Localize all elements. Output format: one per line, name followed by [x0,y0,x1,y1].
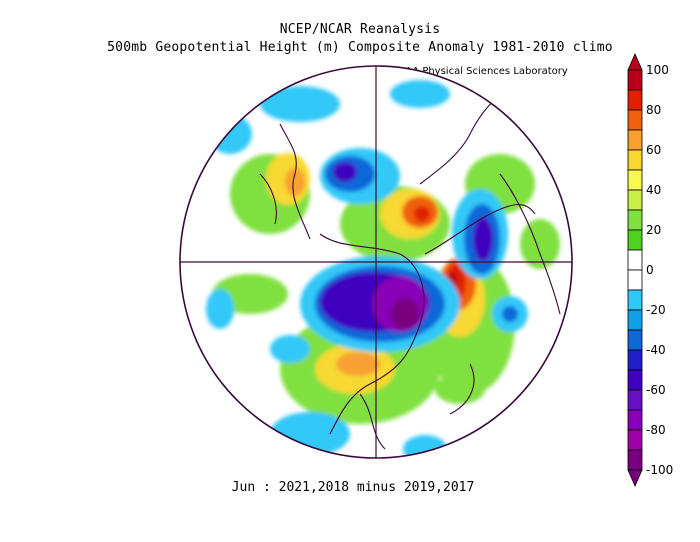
colorbar-tick-label: -80 [646,423,666,437]
anomaly-field [206,80,560,458]
colorbar-tick-label: 40 [646,183,661,197]
colorbar-swatches [627,53,643,487]
colorbar-tick-label: -60 [646,383,666,397]
colorbar-swatch [627,109,643,131]
colorbar-swatch [627,329,643,351]
colorbar-labels: 100 80 60 40 20 0 -20 -40 -60 -80 -100 [646,63,673,477]
chart-subtitle: 500mb Geopotential Height (m) Composite … [107,40,613,55]
colorbar-swatch [627,129,643,151]
colorbar-swatch [627,309,643,331]
colorbar-min-arrow [627,469,643,487]
colorbar-swatch [627,169,643,191]
coastlines [259,93,561,450]
map-boundary [179,65,573,459]
colorbar-tick-label: 100 [646,63,669,77]
colorbar-swatch [627,409,643,431]
colorbar-swatch [627,389,643,411]
colorbar-swatch [627,69,643,91]
colorbar-swatch [627,209,643,231]
credit-label: NOAA Physical Sciences Laboratory [390,66,568,77]
polar-anomaly-map [179,65,573,459]
colorbar-tick-label: 80 [646,103,661,117]
colorbar-tick-label: -20 [646,303,666,317]
colorbar-tick-label: -100 [646,463,673,477]
colorbar: 100 80 60 40 20 0 -20 -40 -60 -80 -100 [627,53,673,487]
chart-title: NCEP/NCAR Reanalysis [279,22,441,37]
colorbar-tick-label: 60 [646,143,661,157]
colorbar-tick-label: -40 [646,343,666,357]
colorbar-swatch [627,449,643,471]
colorbar-max-arrow [627,53,643,71]
colorbar-swatch [627,149,643,171]
composite-description: Jun : 2021,2018 minus 2019,2017 [231,480,475,495]
colorbar-swatch [627,229,643,251]
colorbar-swatch [627,289,643,311]
colorbar-swatch [627,349,643,371]
colorbar-swatch [627,429,643,451]
colorbar-swatch [627,369,643,391]
colorbar-swatch [627,89,643,111]
colorbar-tick-label: 20 [646,223,661,237]
colorbar-tick-label: 0 [646,263,654,277]
colorbar-swatch [627,189,643,211]
colorbar-swatch [627,249,643,271]
colorbar-swatch [627,269,643,291]
